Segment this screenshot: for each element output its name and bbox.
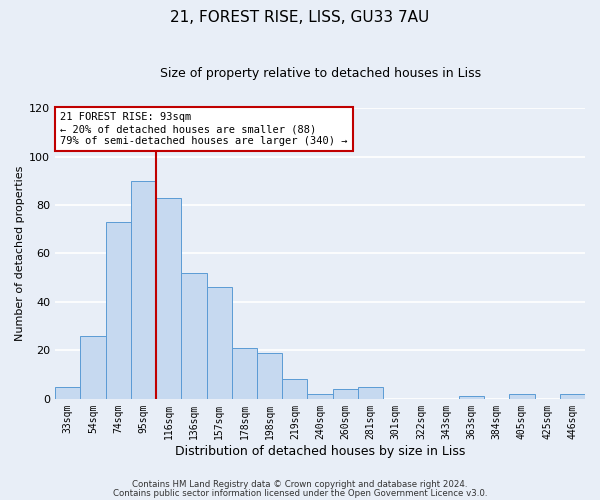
Bar bbox=[80, 336, 106, 399]
Bar bbox=[206, 288, 232, 399]
Bar bbox=[282, 380, 307, 399]
Bar bbox=[257, 353, 282, 399]
Bar bbox=[307, 394, 332, 399]
Title: Size of property relative to detached houses in Liss: Size of property relative to detached ho… bbox=[160, 68, 481, 80]
Bar bbox=[560, 394, 585, 399]
Text: 21 FOREST RISE: 93sqm
← 20% of detached houses are smaller (88)
79% of semi-deta: 21 FOREST RISE: 93sqm ← 20% of detached … bbox=[61, 112, 348, 146]
Bar bbox=[181, 273, 206, 399]
Bar bbox=[459, 396, 484, 399]
Bar bbox=[232, 348, 257, 399]
Text: Contains HM Land Registry data © Crown copyright and database right 2024.: Contains HM Land Registry data © Crown c… bbox=[132, 480, 468, 489]
Bar bbox=[55, 386, 80, 399]
X-axis label: Distribution of detached houses by size in Liss: Distribution of detached houses by size … bbox=[175, 444, 465, 458]
Y-axis label: Number of detached properties: Number of detached properties bbox=[15, 166, 25, 341]
Text: 21, FOREST RISE, LISS, GU33 7AU: 21, FOREST RISE, LISS, GU33 7AU bbox=[170, 10, 430, 25]
Text: Contains public sector information licensed under the Open Government Licence v3: Contains public sector information licen… bbox=[113, 488, 487, 498]
Bar bbox=[332, 389, 358, 399]
Bar bbox=[156, 198, 181, 399]
Bar bbox=[131, 180, 156, 399]
Bar bbox=[358, 386, 383, 399]
Bar bbox=[106, 222, 131, 399]
Bar bbox=[509, 394, 535, 399]
